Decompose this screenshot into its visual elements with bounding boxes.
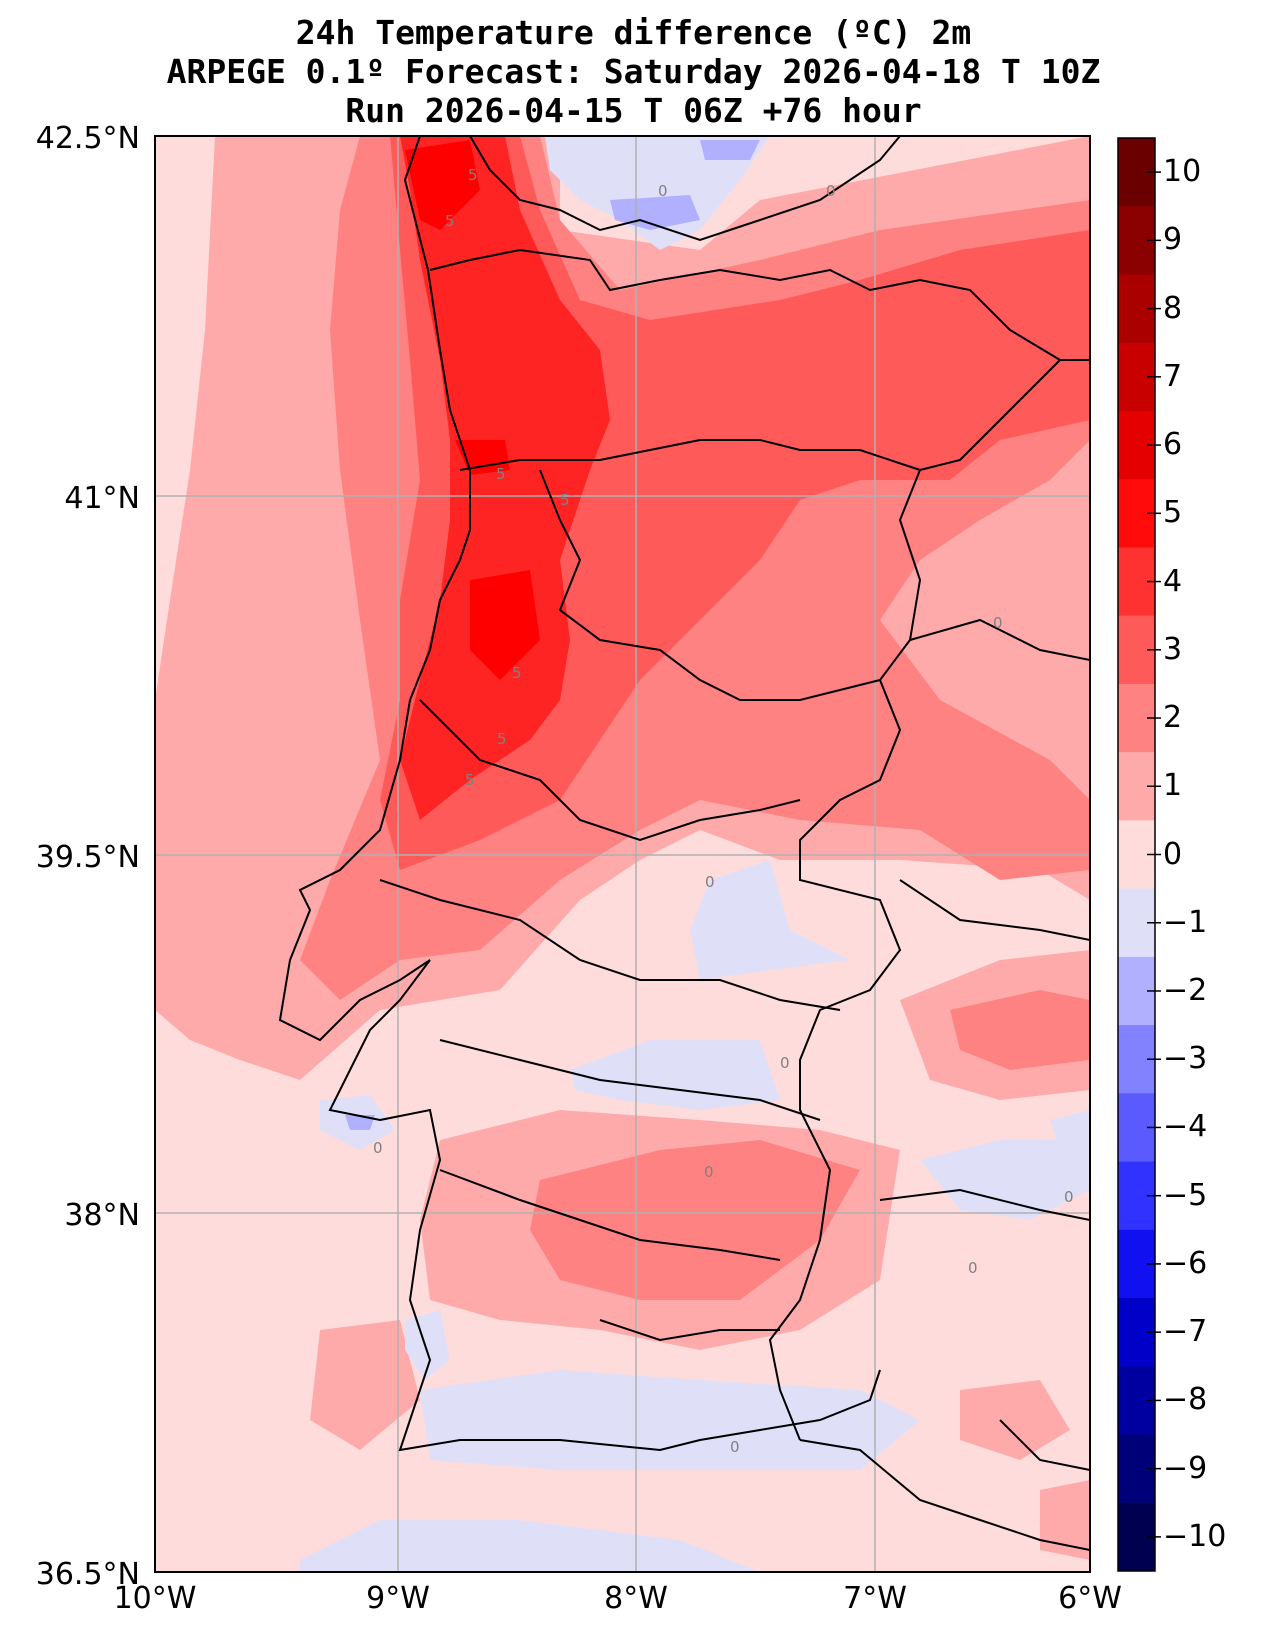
colorbar-tick-label: −10	[1163, 1518, 1227, 1554]
internal-border-3	[419, 699, 801, 842]
lat-tick-label: 36.5°N	[35, 1557, 140, 1592]
spain-border-north	[429, 248, 1090, 361]
colorbar-tick-label: 1	[1163, 768, 1183, 804]
contour-label: 0	[968, 1259, 978, 1277]
contour-label: 5	[445, 212, 455, 230]
contour-label: 5	[512, 664, 522, 682]
internal-border-4	[379, 879, 841, 1011]
colorbar-tick-label: 3	[1163, 631, 1183, 667]
field-neg-central	[690, 860, 850, 980]
galicia-border	[469, 136, 901, 242]
contour-label: 5	[468, 166, 478, 184]
colorbar-tick-label: −3	[1163, 1041, 1208, 1077]
colorbar-tick-label: −5	[1163, 1177, 1208, 1213]
colorbar-tick-label: 2	[1163, 700, 1183, 736]
colorbar-frame	[1117, 137, 1156, 1572]
colorbar-tick-label: −8	[1163, 1382, 1208, 1418]
internal-border-6	[439, 1169, 781, 1261]
lat-tick-label: 38°N	[64, 1198, 140, 1233]
lon-tick-label: 10°W	[113, 1581, 197, 1616]
contour-label: 0	[373, 1139, 383, 1157]
map-frame	[154, 135, 1091, 1573]
internal-border-9	[909, 618, 1090, 661]
contour-label: 0	[705, 873, 715, 891]
contour-label: 0	[993, 614, 1003, 632]
internal-border-12	[999, 1419, 1090, 1471]
internal-border-8	[879, 1188, 1090, 1221]
colorbar-tick-label: −4	[1163, 1109, 1208, 1145]
title-line-3: Run 2026-04-15 T 06Z +76 hour	[345, 91, 922, 130]
colorbar-tick-label: 5	[1163, 495, 1183, 531]
contour-label: 5	[497, 730, 507, 748]
field-coast-band-1-2	[310, 1320, 420, 1450]
field-se-patch	[960, 1380, 1070, 1460]
field-band-4-5	[400, 136, 610, 820]
contour-label: 0	[730, 1438, 740, 1456]
field-neg-sw-coast-core	[345, 1115, 375, 1130]
field-neg-algarve	[420, 1370, 920, 1470]
colorbar-tick-label: 9	[1163, 222, 1183, 258]
colorbar-tick-label: −2	[1163, 972, 1208, 1008]
internal-border-1	[459, 439, 921, 471]
field-core-5-b	[470, 570, 540, 680]
internal-border-2	[539, 469, 881, 701]
lat-tick-label: 42.5°N	[35, 121, 140, 156]
contour-label: 5	[465, 771, 475, 789]
colorbar-tick-label: 4	[1163, 563, 1183, 599]
field-neg-north	[545, 136, 770, 250]
contour-labels: 5 5 5 5 5 5 5 0 0 0 0 0 0 0 0 0 0	[373, 166, 1074, 1456]
colorbar-tick-label: −1	[1163, 904, 1208, 940]
lon-tick-label: 9°W	[366, 1581, 430, 1616]
contour-label: 0	[1064, 1188, 1074, 1206]
colorbar-tick-label: 10	[1163, 154, 1202, 190]
internal-border-10	[899, 879, 1090, 941]
coastlines-and-borders	[278, 136, 1090, 1551]
internal-border-11	[799, 1439, 1090, 1551]
field-neg-tagus	[570, 1040, 780, 1110]
colorbar-tick-label: −9	[1163, 1450, 1208, 1486]
contour-label: 0	[826, 182, 836, 200]
colorbar-tick-label: 0	[1163, 836, 1183, 872]
lon-tick-label: 8°W	[604, 1581, 668, 1616]
contour-label: 0	[704, 1163, 714, 1181]
field-se-patch-2	[1040, 1480, 1090, 1560]
internal-border-7	[599, 1319, 780, 1342]
field-neg-bottom	[300, 1520, 760, 1572]
colorbar-tick-label: 6	[1163, 427, 1183, 463]
lat-tick-label: 41°N	[64, 481, 140, 516]
lon-tick-label: 7°W	[843, 1581, 907, 1616]
colorbar-tick-label: 8	[1163, 290, 1183, 326]
contour-label: 5	[496, 465, 506, 483]
lon-tick-label: 6°W	[1058, 1581, 1122, 1616]
title-line-2: ARPEGE 0.1º Forecast: Saturday 2026-04-1…	[166, 52, 1101, 91]
contour-label: 0	[658, 182, 668, 200]
field-neg-east-south	[920, 1140, 1090, 1220]
contour-label: 0	[780, 1054, 790, 1072]
contour-label: 5	[560, 491, 570, 509]
field-neg-cadiz	[1050, 1110, 1090, 1160]
field-southeast-band-2-3	[950, 990, 1090, 1070]
colorbar	[1118, 138, 1161, 1572]
colorbar-tick-label: 7	[1163, 358, 1183, 394]
spain-portugal-border	[768, 359, 1061, 1441]
temperature-field	[155, 136, 1090, 1572]
internal-border-5	[439, 1039, 821, 1121]
colorbar-tick-label: −6	[1163, 1245, 1208, 1281]
field-core-5-a	[405, 140, 480, 230]
field-neg-alentejo-coast	[405, 1310, 450, 1380]
colorbar-tick-label: −7	[1163, 1314, 1208, 1350]
lat-tick-label: 39.5°N	[35, 840, 140, 875]
field-neg-north-core-2	[700, 140, 760, 160]
atlantic-coastline	[278, 136, 881, 1452]
title-line-1: 24h Temperature difference (ºC) 2m	[295, 13, 972, 52]
